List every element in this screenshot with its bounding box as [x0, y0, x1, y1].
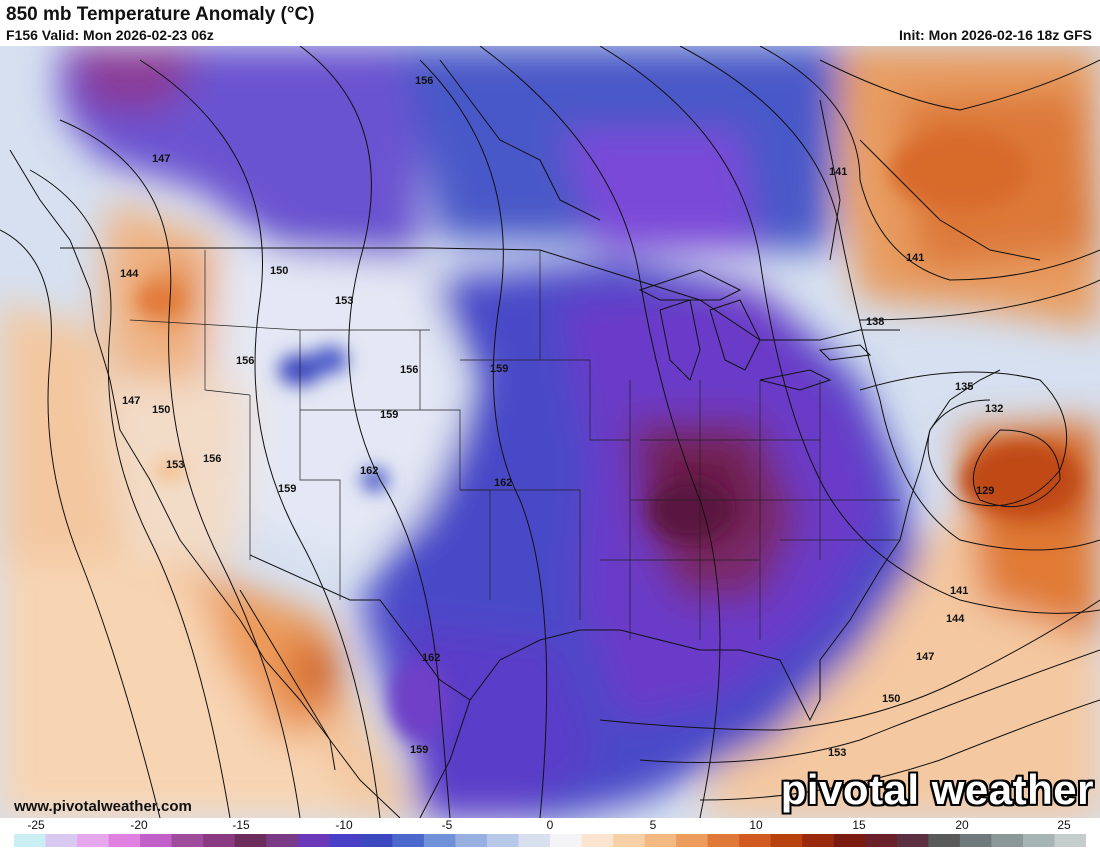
contour-label: 144 — [120, 268, 139, 280]
colorbar-swatch — [676, 834, 709, 847]
colorbar-swatch — [581, 834, 614, 847]
contour-label: 147 — [916, 651, 934, 663]
contour-label: 156 — [415, 75, 433, 87]
colorbar-tick: 0 — [546, 818, 554, 832]
colorbar-swatch — [140, 834, 173, 847]
contour-label: 153 — [166, 459, 184, 471]
map-title: 850 mb Temperature Anomaly (°C) — [6, 4, 315, 25]
colorbar-swatch — [1054, 834, 1086, 847]
colorbar-swatch — [707, 834, 740, 847]
colorbar-swatch — [1022, 834, 1056, 847]
colorbar-tick: 15 — [852, 818, 866, 832]
state-borders — [129, 250, 900, 640]
contour-label: 141 — [829, 166, 847, 178]
contour-label: 159 — [278, 483, 296, 495]
colorbar-swatch — [392, 834, 425, 847]
pivotal-weather-logo: pivotal weather — [780, 766, 1094, 813]
colorbar-swatch — [770, 834, 803, 847]
contour-label: 147 — [152, 153, 170, 165]
website-credit: www.pivotalweather.com — [14, 798, 192, 815]
contour-label: 138 — [866, 316, 884, 328]
contour-label: 150 — [882, 693, 900, 705]
colorbar-swatch — [329, 834, 362, 847]
colorbar-swatch — [613, 834, 646, 847]
colorbar-swatch — [266, 834, 299, 847]
contour-label: 156 — [203, 453, 221, 465]
colorbar-swatch — [203, 834, 236, 847]
contour-label: 162 — [494, 477, 512, 489]
valid-time: F156 Valid: Mon 2026-02-23 06z — [6, 27, 214, 43]
colorbar-swatch — [360, 834, 393, 847]
colorbar-swatch — [833, 834, 866, 847]
colorbar-swatch — [14, 834, 47, 847]
colorbar-swatch — [171, 834, 204, 847]
contour-label: 159 — [380, 409, 398, 421]
colorbar-swatch — [644, 834, 677, 847]
init-time: Init: Mon 2026-02-16 18z GFS — [899, 27, 1092, 43]
colorbar-swatch — [802, 834, 835, 847]
header: 850 mb Temperature Anomaly (°C) F156 Val… — [0, 0, 1100, 46]
colorbar-swatch — [991, 834, 1024, 847]
contour-label: 147 — [122, 395, 140, 407]
contour-label: 162 — [422, 652, 440, 664]
contour-label: 141 — [950, 585, 968, 597]
anomaly-field: 156 147 141 144 150 153 156 156 159 141 … — [0, 46, 1100, 818]
colorbar-tick: -10 — [335, 818, 353, 832]
colorbar-swatch — [959, 834, 993, 847]
colorbar-swatch — [486, 834, 520, 847]
colorbar — [14, 834, 1086, 847]
contour-label: 135 — [955, 381, 973, 393]
contour-label: 150 — [152, 404, 170, 416]
contour-label: 159 — [490, 363, 508, 375]
colorbar-swatch — [896, 834, 929, 847]
colorbar-swatch — [297, 834, 330, 847]
contour-label: 153 — [335, 295, 353, 307]
colorbar-swatch — [518, 834, 551, 847]
contour-label: 132 — [985, 403, 1003, 415]
contour-label: 144 — [946, 613, 965, 625]
colorbar-tick: 5 — [649, 818, 657, 832]
colorbar-tick: 25 — [1057, 818, 1071, 832]
contour-labels: 156 147 141 144 150 153 156 156 159 141 … — [120, 75, 1003, 759]
contour-label: 150 — [270, 265, 288, 277]
contour-label: 156 — [236, 355, 254, 367]
height-contours — [0, 46, 1100, 818]
colorbar-swatch — [739, 834, 772, 847]
weather-map[interactable]: 156 147 141 144 150 153 156 156 159 141 … — [0, 46, 1100, 818]
contour-label: 159 — [410, 744, 428, 756]
colorbar-swatch — [77, 834, 110, 847]
colorbar-swatch — [234, 834, 267, 847]
contour-label: 162 — [360, 465, 378, 477]
colorbar-swatch — [550, 834, 583, 847]
colorbar-swatch — [423, 834, 457, 847]
colorbar-swatch — [108, 834, 141, 847]
colorbar-swatch — [455, 834, 488, 847]
colorbar-tick: 10 — [749, 818, 763, 832]
colorbar-swatch — [45, 834, 78, 847]
colorbar-tick: 20 — [955, 818, 969, 832]
colorbar-ticks: -25 -20 -15 -10 -5 0 5 10 15 20 25 — [0, 818, 1100, 834]
colorbar-swatch — [865, 834, 898, 847]
contour-label: 129 — [976, 485, 994, 497]
colorbar-swatch — [928, 834, 961, 847]
contour-label: 153 — [828, 747, 846, 759]
contour-label: 156 — [400, 364, 418, 376]
geographic-boundaries — [9, 59, 1041, 818]
contour-label: 141 — [906, 252, 924, 264]
colorbar-tick: -5 — [441, 818, 453, 832]
colorbar-tick: -15 — [232, 818, 250, 832]
colorbar-tick: -20 — [130, 818, 148, 832]
colorbar-tick: -25 — [27, 818, 45, 832]
